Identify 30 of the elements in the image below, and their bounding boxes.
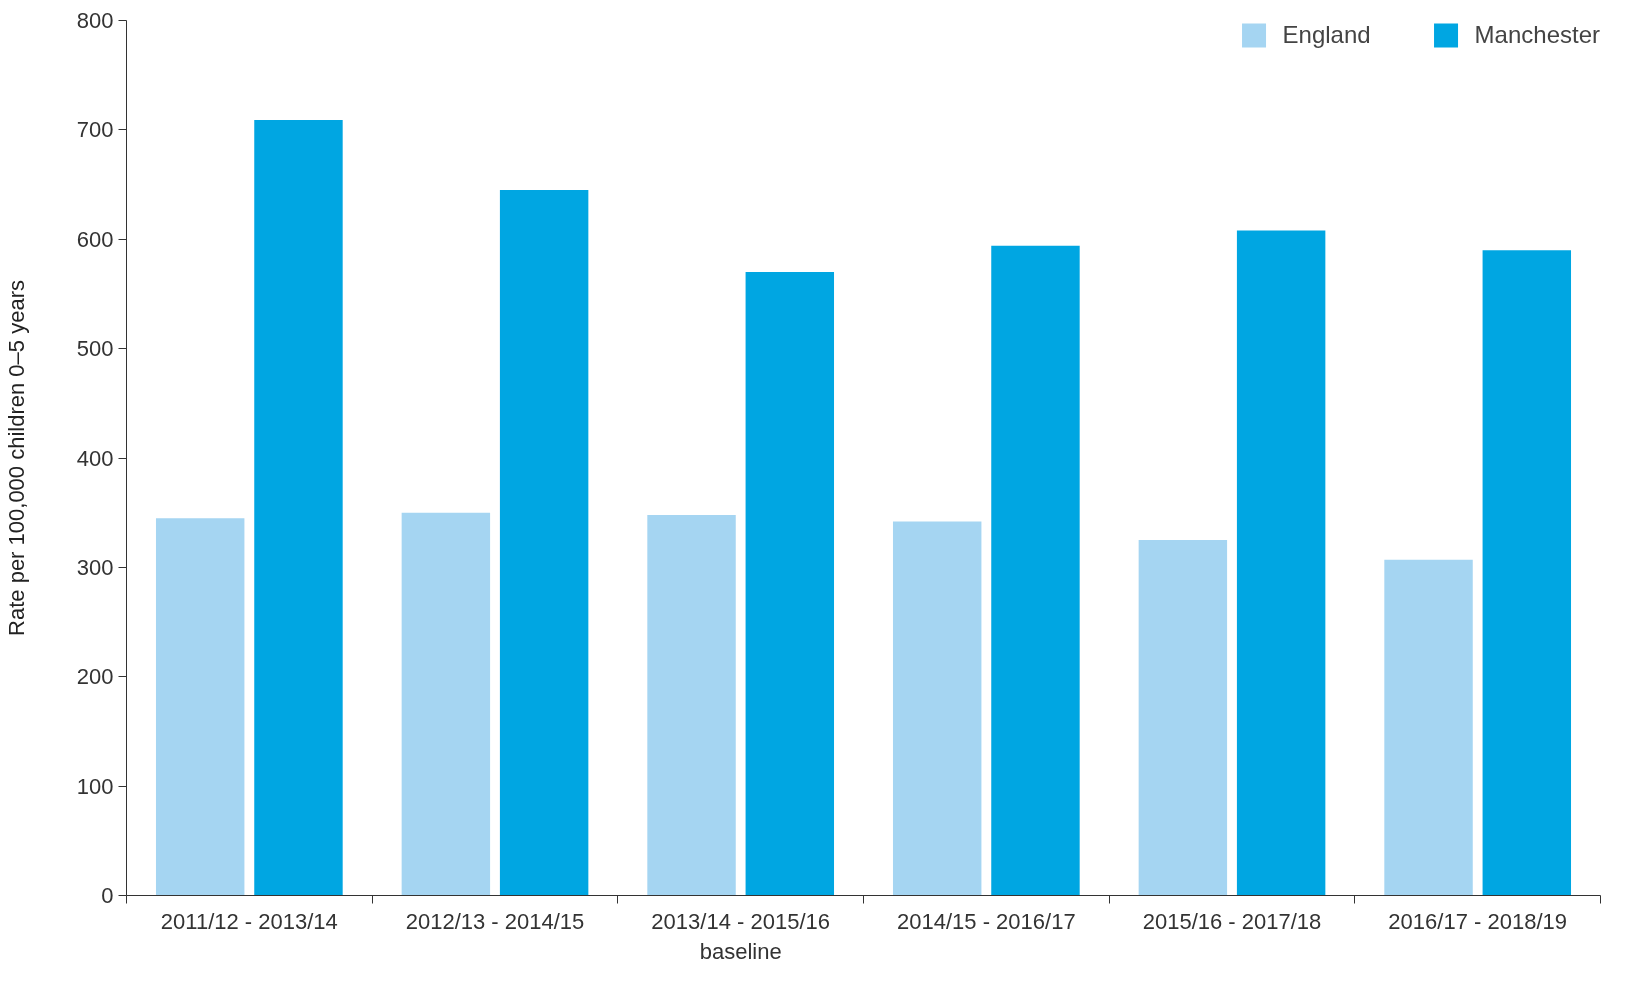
bar	[1384, 559, 1473, 896]
bar	[1482, 250, 1572, 896]
x-tick-label: 2012/13 - 2014/15	[405, 908, 585, 934]
bar	[745, 272, 835, 896]
bar	[647, 514, 736, 896]
x-tick-label: 2013/14 - 2015/16 baseline	[651, 908, 830, 964]
legend-label: Manchester	[1474, 21, 1600, 49]
bar	[1138, 540, 1228, 896]
y-tick-label: 200	[76, 664, 114, 690]
bar	[991, 245, 1080, 896]
y-tick-label: 0	[101, 883, 114, 908]
x-tick-label: 2014/15 - 2016/17	[897, 908, 1076, 934]
y-axis-title: Rate per 100,000 children 0–5 years	[3, 280, 29, 636]
bar	[401, 512, 491, 896]
bar	[1236, 230, 1326, 896]
bar	[155, 518, 245, 896]
bar	[254, 120, 343, 896]
y-tick-label: 300	[76, 554, 114, 580]
legend-label: England	[1282, 21, 1371, 49]
y-tick-label: 500	[76, 336, 114, 362]
y-tick-label: 800	[76, 8, 114, 33]
y-tick-label: 700	[76, 117, 114, 143]
y-tick-label: 600	[76, 226, 114, 252]
y-tick-label: 100	[76, 773, 114, 799]
bar	[892, 521, 982, 896]
bar	[499, 190, 589, 896]
y-tick-label: 400	[76, 445, 114, 471]
x-tick-label: 2011/12 - 2013/14	[160, 908, 338, 934]
x-tick-label: 2016/17 - 2018/19	[1388, 908, 1567, 934]
x-tick-label: 2015/16 - 2017/18	[1142, 908, 1322, 934]
